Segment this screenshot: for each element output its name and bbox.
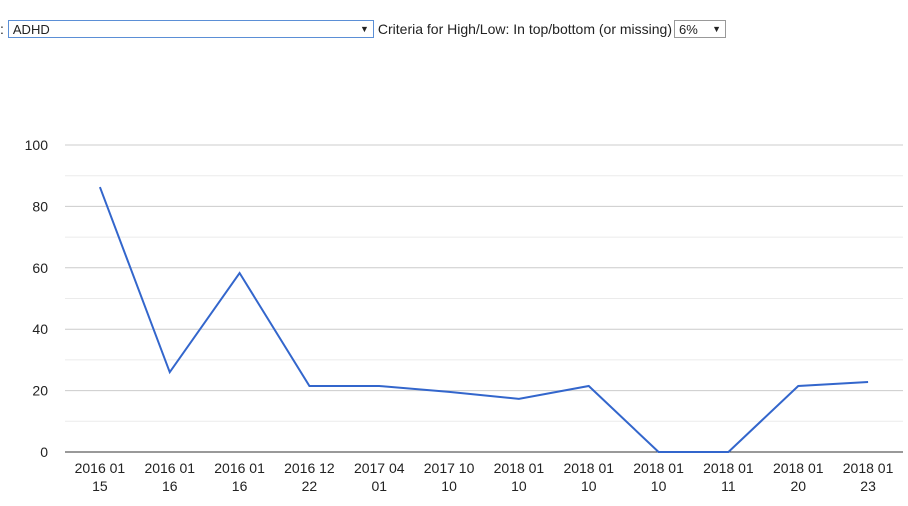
x-tick-label: 15 (92, 478, 108, 494)
x-tick-label: 2016 01 (75, 460, 126, 476)
x-tick-label: 10 (651, 478, 667, 494)
dropdown-arrow-icon: ▼ (359, 24, 369, 34)
dropdown-arrow-icon: ▼ (712, 24, 721, 34)
x-tick-label: 2017 04 (354, 460, 405, 476)
y-tick-label: 0 (40, 444, 48, 460)
condition-label: : (0, 21, 4, 37)
x-tick-label: 2018 01 (633, 460, 684, 476)
condition-select[interactable]: ADHD ▼ (7, 20, 374, 38)
y-tick-label: 80 (32, 198, 48, 214)
x-tick-label: 11 (721, 478, 736, 494)
x-tick-label: 10 (511, 478, 527, 494)
x-tick-label: 2016 01 (214, 460, 265, 476)
x-tick-label: 16 (162, 478, 178, 494)
y-tick-label: 20 (32, 383, 48, 399)
x-tick-label: 16 (232, 478, 248, 494)
x-tick-label: 23 (860, 478, 876, 494)
x-tick-label: 2017 10 (424, 460, 475, 476)
criteria-label: Criteria for High/Low: In top/bottom (or… (377, 21, 672, 37)
y-tick-label: 60 (32, 260, 48, 276)
x-tick-label: 22 (302, 478, 318, 494)
x-tick-label: 20 (790, 478, 806, 494)
x-tick-label: 2016 01 (144, 460, 195, 476)
y-tick-label: 40 (32, 321, 48, 337)
condition-value: ADHD (12, 21, 50, 37)
x-tick-label: 10 (441, 478, 457, 494)
x-tick-label: 2018 01 (773, 460, 824, 476)
series-line (98, 186, 869, 453)
controls-bar: : ADHD ▼ Criteria for High/Low: In top/bo… (0, 18, 726, 40)
criteria-value: 6% (679, 21, 698, 37)
x-tick-label: 10 (581, 478, 597, 494)
x-tick-label: 2018 01 (843, 460, 894, 476)
x-tick-label: 2016 12 (284, 460, 335, 476)
x-tick-label: 2018 01 (563, 460, 614, 476)
x-tick-label: 2018 01 (703, 460, 754, 476)
x-tick-label: 01 (371, 478, 387, 494)
criteria-select[interactable]: 6% ▼ (674, 20, 726, 38)
y-tick-label: 100 (25, 137, 49, 153)
x-tick-label: 2018 01 (494, 460, 545, 476)
